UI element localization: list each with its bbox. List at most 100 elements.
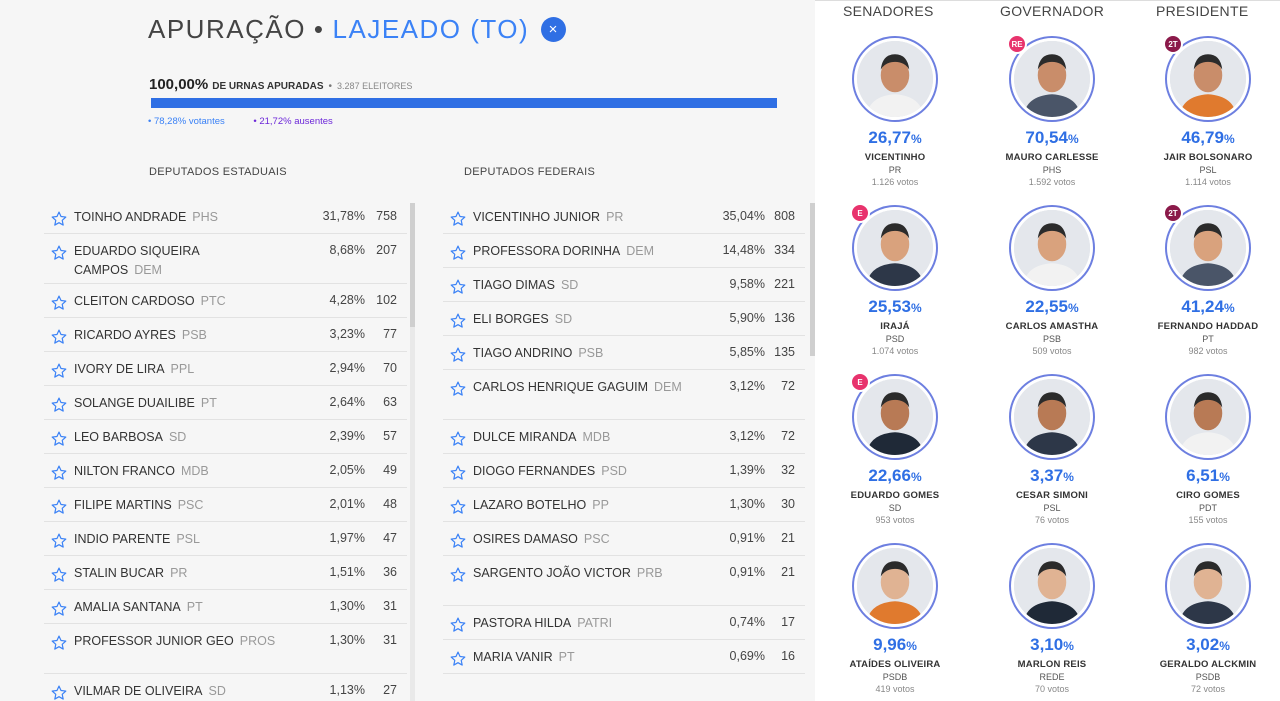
candidate-row[interactable]: ELI BORGES SD 5,90% 136 bbox=[443, 302, 805, 336]
candidate-row[interactable]: CARLOS HENRIQUE GAGUIM DEM 3,12% 72 bbox=[443, 370, 805, 420]
star-icon[interactable] bbox=[449, 312, 467, 330]
estaduais-scrollbar-track[interactable] bbox=[410, 203, 415, 701]
estaduais-header: DEPUTADOS ESTADUAIS bbox=[149, 166, 287, 178]
candidate-row[interactable]: INDIO PARENTE PSL 1,97% 47 bbox=[44, 522, 407, 556]
avatar[interactable]: 2T bbox=[1163, 203, 1251, 291]
star-icon[interactable] bbox=[50, 328, 68, 346]
candidate-row[interactable]: TIAGO DIMAS SD 9,58% 221 bbox=[443, 268, 805, 302]
status-badge: E bbox=[850, 203, 870, 223]
candidate-percent: 1,30% bbox=[329, 599, 365, 613]
candidate-party: PSL bbox=[1199, 165, 1217, 175]
star-icon[interactable] bbox=[449, 650, 467, 668]
star-icon[interactable] bbox=[50, 244, 68, 262]
avatar[interactable] bbox=[1165, 543, 1251, 629]
candidate-party: PT bbox=[1202, 334, 1214, 344]
star-icon[interactable] bbox=[449, 380, 467, 398]
candidate-row[interactable]: NILTON FRANCO MDB 2,05% 49 bbox=[44, 454, 407, 488]
candidate-row[interactable]: FILIPE MARTINS PSC 2,01% 48 bbox=[44, 488, 407, 522]
avatar[interactable]: E bbox=[850, 203, 938, 291]
candidate-row[interactable]: LEO BARBOSA SD 2,39% 57 bbox=[44, 420, 407, 454]
star-icon[interactable] bbox=[449, 616, 467, 634]
star-icon[interactable] bbox=[449, 278, 467, 296]
star-icon[interactable] bbox=[449, 210, 467, 228]
estaduais-scrollbar[interactable] bbox=[410, 203, 415, 327]
candidate-row[interactable]: EDUARDO SIQUEIRA CAMPOS DEM 8,68% 207 bbox=[44, 234, 407, 284]
candidate-row[interactable]: MARIA VANIR PT 0,69% 16 bbox=[443, 640, 805, 674]
star-icon[interactable] bbox=[50, 532, 68, 550]
candidate-card[interactable]: 26,77% VICENTINHO PR 1.126 votos bbox=[820, 36, 970, 187]
star-icon[interactable] bbox=[50, 396, 68, 414]
star-icon[interactable] bbox=[50, 498, 68, 516]
star-icon[interactable] bbox=[449, 244, 467, 262]
candidate-card[interactable]: 22,55% CARLOS AMASTHA PSB 509 votos bbox=[977, 205, 1127, 356]
candidate-photo bbox=[1014, 210, 1090, 286]
avatar[interactable] bbox=[852, 36, 938, 122]
avatar[interactable] bbox=[1009, 205, 1095, 291]
candidate-card[interactable]: 6,51% CIRO GOMES PDT 155 votos bbox=[1133, 374, 1280, 525]
star-icon[interactable] bbox=[449, 464, 467, 482]
candidate-row[interactable]: AMALIA SANTANA PT 1,30% 31 bbox=[44, 590, 407, 624]
candidate-card[interactable]: 2T 46,79% JAIR BOLSONARO PSL 1.114 votos bbox=[1133, 34, 1280, 187]
star-icon[interactable] bbox=[50, 362, 68, 380]
candidate-card[interactable]: 3,37% CESAR SIMONI PSL 76 votos bbox=[977, 374, 1127, 525]
candidate-row[interactable]: SARGENTO JOÃO VICTOR PRB 0,91% 21 bbox=[443, 556, 805, 606]
candidate-card[interactable]: 2T 41,24% FERNANDO HADDAD PT 982 votos bbox=[1133, 203, 1280, 356]
avatar[interactable] bbox=[1009, 374, 1095, 460]
avatar[interactable] bbox=[1165, 374, 1251, 460]
candidate-row[interactable]: IVORY DE LIRA PPL 2,94% 70 bbox=[44, 352, 407, 386]
candidate-card[interactable]: 3,10% MARLON REIS REDE 70 votos bbox=[977, 543, 1127, 694]
candidate-row[interactable]: SOLANGE DUAILIBE PT 2,64% 63 bbox=[44, 386, 407, 420]
star-icon[interactable] bbox=[50, 210, 68, 228]
candidate-row[interactable]: RICARDO AYRES PSB 3,23% 77 bbox=[44, 318, 407, 352]
candidate-name-text: CLEITON CARDOSO bbox=[74, 294, 195, 308]
candidate-percent: 1,30% bbox=[329, 633, 365, 647]
candidate-row[interactable]: LAZARO BOTELHO PP 1,30% 30 bbox=[443, 488, 805, 522]
candidate-party: PSDB bbox=[1195, 672, 1221, 682]
estaduais-list[interactable]: TOINHO ANDRADE PHS 31,78% 758 EDUARDO SIQUEI… bbox=[44, 200, 407, 701]
federais-list[interactable]: VICENTINHO JUNIOR PR 35,04% 808 PROFESSORA D… bbox=[443, 200, 805, 674]
candidate-row[interactable]: VICENTINHO JUNIOR PR 35,04% 808 bbox=[443, 200, 805, 234]
candidate-row[interactable]: PROFESSOR JUNIOR GEO PROS 1,30% 31 bbox=[44, 624, 407, 674]
star-icon[interactable] bbox=[449, 566, 467, 584]
candidate-card[interactable]: 9,96% ATAÍDES OLIVEIRA PSDB 419 votos bbox=[820, 543, 970, 694]
candidate-party: PPL bbox=[170, 362, 195, 376]
close-city-button[interactable]: × bbox=[541, 17, 567, 42]
star-icon[interactable] bbox=[449, 498, 467, 516]
candidate-row[interactable]: DIOGO FERNANDES PSD 1,39% 32 bbox=[443, 454, 805, 488]
candidate-percent: 46,79% bbox=[1133, 128, 1280, 148]
star-icon[interactable] bbox=[50, 294, 68, 312]
candidate-row[interactable]: CLEITON CARDOSO PTC 4,28% 102 bbox=[44, 284, 407, 318]
star-icon[interactable] bbox=[50, 566, 68, 584]
candidate-percent-value: 22,55 bbox=[1025, 297, 1068, 316]
candidate-percent: 3,37% bbox=[977, 466, 1127, 486]
star-icon[interactable] bbox=[50, 600, 68, 618]
star-icon[interactable] bbox=[50, 430, 68, 448]
candidate-row[interactable]: TOINHO ANDRADE PHS 31,78% 758 bbox=[44, 200, 407, 234]
candidate-row[interactable]: VILMAR DE OLIVEIRA SD 1,13% 27 bbox=[44, 674, 407, 701]
candidate-row[interactable]: DULCE MIRANDA MDB 3,12% 72 bbox=[443, 420, 805, 454]
candidate-row[interactable]: TIAGO ANDRINO PSB 5,85% 135 bbox=[443, 336, 805, 370]
avatar[interactable]: 2T bbox=[1163, 34, 1251, 122]
star-icon[interactable] bbox=[449, 430, 467, 448]
star-icon[interactable] bbox=[50, 634, 68, 652]
star-icon[interactable] bbox=[50, 684, 68, 701]
candidate-name-text: NILTON FRANCO bbox=[74, 464, 175, 478]
star-icon[interactable] bbox=[50, 464, 68, 482]
candidate-row[interactable]: STALIN BUCAR PR 1,51% 36 bbox=[44, 556, 407, 590]
candidate-row[interactable]: PASTORA HILDA PATRI 0,74% 17 bbox=[443, 606, 805, 640]
candidate-card[interactable]: E 22,66% EDUARDO GOMES SD 953 votos bbox=[820, 372, 970, 525]
candidate-card[interactable]: RE 70,54% MAURO CARLESSE PHS 1.592 votos bbox=[977, 34, 1127, 187]
candidate-row[interactable]: OSIRES DAMASO PSC 0,91% 21 bbox=[443, 522, 805, 556]
candidate-percent: 22,66% bbox=[820, 466, 970, 486]
avatar[interactable] bbox=[852, 543, 938, 629]
avatar[interactable]: RE bbox=[1007, 34, 1095, 122]
candidate-name: VILMAR DE OLIVEIRA SD bbox=[74, 682, 284, 701]
avatar[interactable]: E bbox=[850, 372, 938, 460]
star-icon[interactable] bbox=[449, 346, 467, 364]
candidate-row[interactable]: PROFESSORA DORINHA DEM 14,48% 334 bbox=[443, 234, 805, 268]
federais-scrollbar[interactable] bbox=[810, 203, 815, 356]
candidate-card[interactable]: E 25,53% IRAJÁ PSD 1.074 votos bbox=[820, 203, 970, 356]
star-icon[interactable] bbox=[449, 532, 467, 550]
avatar[interactable] bbox=[1009, 543, 1095, 629]
candidate-card[interactable]: 3,02% GERALDO ALCKMIN PSDB 72 votos bbox=[1133, 543, 1280, 694]
